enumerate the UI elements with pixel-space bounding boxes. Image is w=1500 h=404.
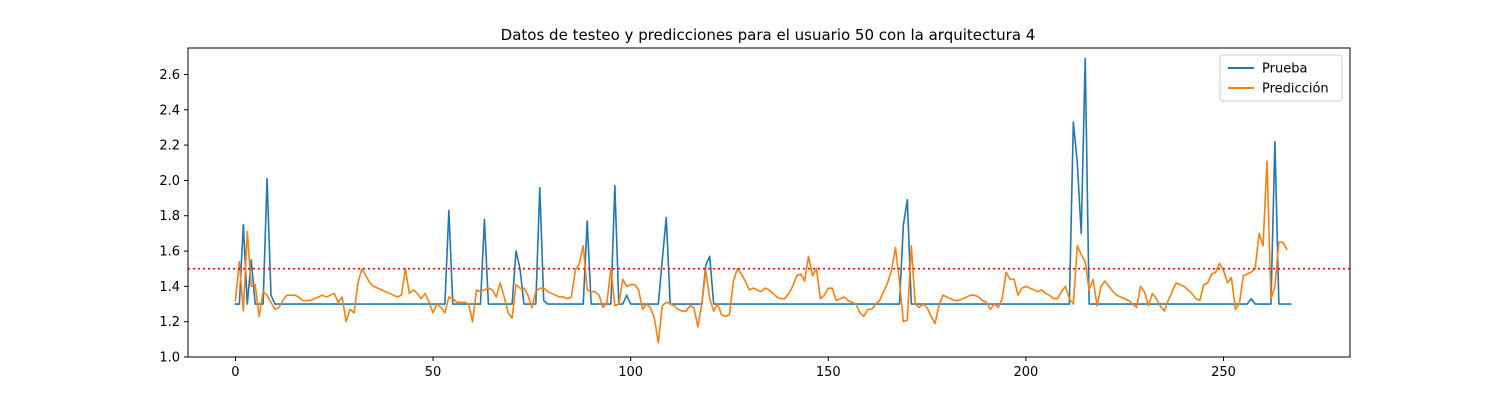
y-tick-label: 1.6 xyxy=(159,245,180,260)
y-tick-label: 2.0 xyxy=(159,174,180,189)
legend-box xyxy=(1219,54,1343,102)
plot-area xyxy=(188,57,1350,344)
series-line-prediccion xyxy=(234,160,1288,344)
y-tick-label: 1.8 xyxy=(159,209,180,224)
axes-frame xyxy=(187,47,1351,358)
x-tick-label: 250 xyxy=(1211,365,1236,380)
series-line-prueba xyxy=(234,57,1292,305)
legend-label-prueba: Prueba xyxy=(1262,62,1307,77)
legend-label-prediccion: Predicción xyxy=(1262,82,1329,97)
x-tick-label: 200 xyxy=(1013,365,1038,380)
y-tick-label: 1.0 xyxy=(159,351,180,366)
x-tick-label: 150 xyxy=(816,365,841,380)
chart-title: Datos de testeo y predicciones para el u… xyxy=(501,26,1036,44)
y-tick-label: 1.4 xyxy=(159,280,180,295)
x-tick-label: 100 xyxy=(618,365,643,380)
y-tick-label: 2.4 xyxy=(159,103,180,118)
legend: Prueba Predicción xyxy=(1219,54,1343,102)
x-tick-label: 0 xyxy=(231,365,239,380)
y-tick-label: 1.2 xyxy=(159,315,180,330)
x-tick-label: 50 xyxy=(425,365,442,380)
axes: 0 50 100 150 200 250 1.0 1.2 1.4 1.6 1.8 2.0 2.2 2.4 2… xyxy=(159,47,1351,380)
series-group xyxy=(188,57,1350,344)
y-tick-label: 2.6 xyxy=(159,68,180,83)
y-tick-label: 2.2 xyxy=(159,139,180,154)
